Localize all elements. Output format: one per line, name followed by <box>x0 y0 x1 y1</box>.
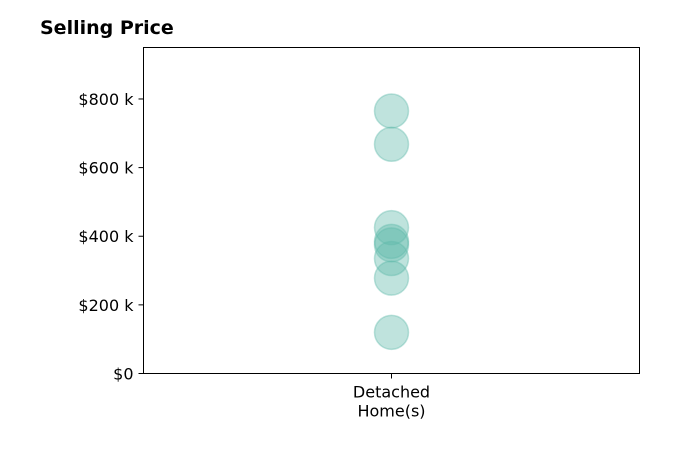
data-point <box>373 223 410 260</box>
data-point <box>373 314 410 351</box>
y-tick-label: $200 k <box>78 296 134 315</box>
y-tick-label: $600 k <box>78 159 134 178</box>
y-axis: $0 $200 k $400 k $600 k $800 k <box>78 90 144 384</box>
y-tick-label: $400 k <box>78 227 134 246</box>
y-tick-label: $0 <box>113 365 133 384</box>
data-point <box>373 93 410 129</box>
data-point <box>373 260 410 296</box>
data-points <box>373 93 410 351</box>
chart-title: Selling Price <box>40 17 174 39</box>
data-point <box>373 126 410 163</box>
x-tick-label: Detached Home(s) <box>353 383 430 421</box>
data-point <box>373 209 410 246</box>
data-point <box>373 227 410 263</box>
data-point <box>373 240 410 277</box>
y-tick-label: $800 k <box>78 90 134 109</box>
x-axis: Detached Home(s) <box>353 373 430 421</box>
